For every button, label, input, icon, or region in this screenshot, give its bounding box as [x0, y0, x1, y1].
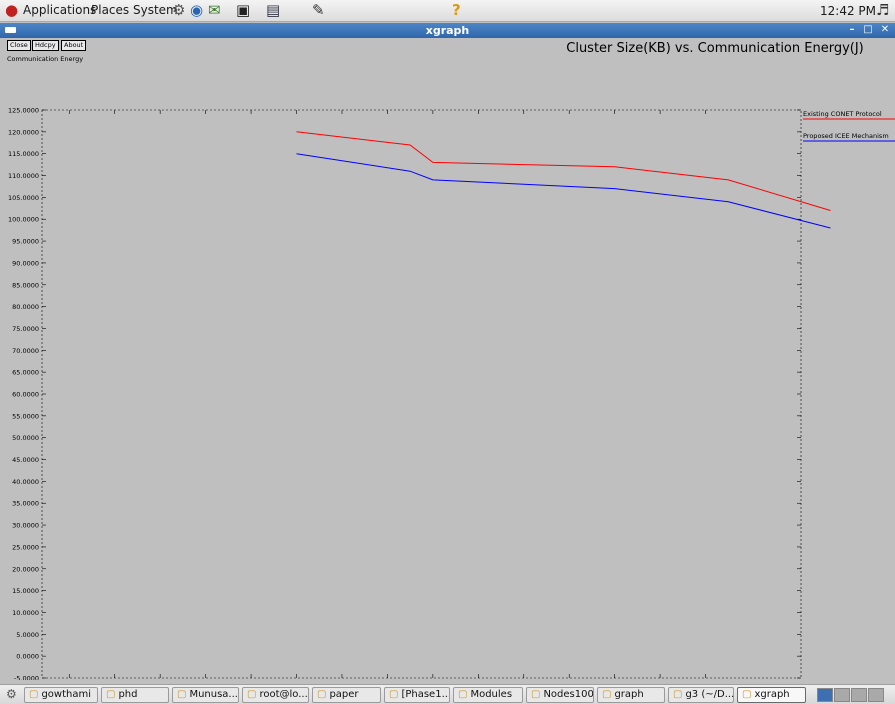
- taskbar-item-label: [Phase1...: [401, 689, 450, 700]
- folder-icon: ▢: [106, 689, 116, 700]
- taskbar-item-label: Munusa...: [189, 689, 238, 700]
- window-titlebar[interactable]: xgraph – □ ✕: [0, 23, 895, 38]
- y-tick-label: 110.0000: [8, 172, 39, 180]
- folder-icon: ▢: [177, 689, 187, 700]
- y-tick-label: 15.0000: [12, 587, 39, 595]
- y-tick-label: 70.0000: [12, 347, 39, 355]
- taskbar-item-label: gowthami: [41, 689, 92, 700]
- menu-system[interactable]: System: [133, 3, 178, 17]
- volume-icon[interactable]: ♬: [876, 1, 890, 19]
- y-tick-label: 45.0000: [12, 456, 39, 464]
- legend-label: Existing CONET Protocol: [803, 110, 882, 118]
- taskbar-item-paper[interactable]: ▢ paper: [312, 687, 381, 703]
- clock[interactable]: 12:42 PM: [820, 4, 876, 18]
- menu-applications[interactable]: Applications: [23, 3, 97, 17]
- taskbar-item-g3-d[interactable]: ▢ g3 (~/D...: [668, 687, 734, 703]
- taskbar-item-phd[interactable]: ▢ phd: [101, 687, 169, 703]
- y-tick-label: 95.0000: [12, 238, 39, 246]
- y-tick-label: 25.0000: [12, 543, 39, 551]
- chart-title: Cluster Size(KB) vs. Communication Energ…: [566, 41, 864, 56]
- series-line-proposed-icee: [296, 153, 831, 229]
- help-icon[interactable]: ?: [452, 1, 461, 19]
- workspace-2[interactable]: [834, 688, 850, 702]
- minimize-icon[interactable]: –: [849, 24, 855, 35]
- folder-icon: ▢: [673, 689, 683, 700]
- taskbar-item-root-lo[interactable]: ▢ root@lo...: [242, 687, 309, 703]
- window-menu-icon[interactable]: [5, 27, 16, 33]
- folder-icon: ▢: [247, 689, 257, 700]
- taskbar-item-phase1[interactable]: ▢ [Phase1...: [384, 687, 450, 703]
- taskbar: ⚙ ▢ gowthami ▢ phd ▢ Munusa... ▢ root@lo... ▢ pap…: [0, 684, 895, 704]
- y-tick-label: 40.0000: [12, 478, 39, 486]
- taskbar-item-munusa[interactable]: ▢ Munusa...: [172, 687, 239, 703]
- launcher-icon[interactable]: ⚙: [172, 1, 186, 19]
- y-tick-label: 65.0000: [12, 369, 39, 377]
- taskbar-item-label: xgraph: [754, 689, 790, 700]
- plot-frame: [41, 109, 802, 679]
- folder-icon: ▢: [29, 689, 39, 700]
- folder-icon: ▢: [458, 689, 468, 700]
- y-tick-label: 10.0000: [12, 609, 39, 617]
- taskbar-item-gowthami[interactable]: ▢ gowthami: [24, 687, 98, 703]
- menu-places[interactable]: Places: [91, 3, 130, 17]
- taskbar-item-label: graph: [614, 689, 644, 700]
- y-tick-label: 80.0000: [12, 303, 39, 311]
- taskbar-item-label: root@lo...: [259, 689, 308, 700]
- camera-icon[interactable]: ▣: [236, 1, 251, 19]
- y-tick-label: 75.0000: [12, 325, 39, 333]
- y-tick-label: 105.0000: [8, 194, 39, 202]
- y-tick-label: 35.0000: [12, 500, 39, 508]
- taskbar-item-label: paper: [329, 689, 359, 700]
- chart-area: 125.0000 120.0000 115.0000 110.0000 105.0000…: [8, 107, 895, 681]
- taskbar-item-modules[interactable]: ▢ Modules: [453, 687, 523, 703]
- y-tick-label: 100.0000: [8, 216, 39, 224]
- folder-icon: ▢: [317, 689, 327, 700]
- y-tick-label: 20.0000: [12, 565, 39, 573]
- y-tick-label: 50.0000: [12, 434, 39, 442]
- x-axis-label: Cluster Siz: [861, 679, 895, 680]
- y-tick-label: 115.0000: [8, 150, 39, 158]
- y-axis-label: Communication Energy: [7, 55, 84, 63]
- folder-icon: ▢: [531, 689, 541, 700]
- series-line-existing-conet: [296, 131, 831, 211]
- y-tick-label: 60.0000: [12, 391, 39, 399]
- workspace-1[interactable]: [817, 688, 833, 702]
- y-tick-label: -5.0000: [14, 675, 39, 681]
- about-button[interactable]: About: [61, 40, 87, 51]
- y-tick-label: 120.0000: [8, 128, 39, 136]
- notes-icon[interactable]: ✎: [312, 1, 325, 19]
- taskbar-item-label: g3 (~/D...: [685, 689, 734, 700]
- taskbar-item-label: Modules: [470, 689, 513, 700]
- maximize-icon[interactable]: □: [863, 24, 873, 35]
- mail-icon[interactable]: ✉: [208, 1, 221, 19]
- y-tick-label: 55.0000: [12, 412, 39, 420]
- workspace-4[interactable]: [868, 688, 884, 702]
- y-tick-label: 5.0000: [16, 631, 39, 639]
- xgraph-app: Close Hdcpy About Cluster Size(KB) vs. C…: [0, 38, 895, 680]
- taskbar-item-label: phd: [118, 689, 138, 700]
- taskbar-item-nodes100[interactable]: ▢ Nodes100: [526, 687, 594, 703]
- screen-icon[interactable]: ▤: [266, 1, 281, 19]
- folder-icon: ▢: [602, 689, 612, 700]
- y-tick-label: 0.0000: [16, 653, 39, 661]
- workspace-3[interactable]: [851, 688, 867, 702]
- browser-icon[interactable]: ◉: [190, 1, 204, 19]
- show-desktop-icon[interactable]: ⚙: [6, 687, 17, 701]
- folder-icon: ▢: [389, 689, 399, 700]
- close-window-icon[interactable]: ✕: [880, 24, 890, 35]
- folder-icon: ▢: [742, 689, 752, 700]
- window-title: xgraph: [425, 24, 470, 37]
- y-tick-label: 85.0000: [12, 281, 39, 289]
- top-panel: ● Applications Places System ⚙ ◉ ✉ ▣ ▤ ✎…: [0, 0, 895, 22]
- taskbar-item-label: Nodes100: [543, 689, 594, 700]
- redhat-icon[interactable]: ●: [5, 1, 19, 19]
- hdcpy-button[interactable]: Hdcpy: [32, 40, 59, 51]
- y-tick-label: 30.0000: [12, 522, 39, 530]
- y-tick-label: 125.0000: [8, 107, 39, 115]
- close-button[interactable]: Close: [7, 40, 31, 51]
- y-tick-label: 90.0000: [12, 259, 39, 267]
- taskbar-item-graph[interactable]: ▢ graph: [597, 687, 665, 703]
- taskbar-item-xgraph[interactable]: ▢ xgraph: [737, 687, 806, 703]
- legend-label: Proposed ICEE Mechanism: [803, 132, 889, 140]
